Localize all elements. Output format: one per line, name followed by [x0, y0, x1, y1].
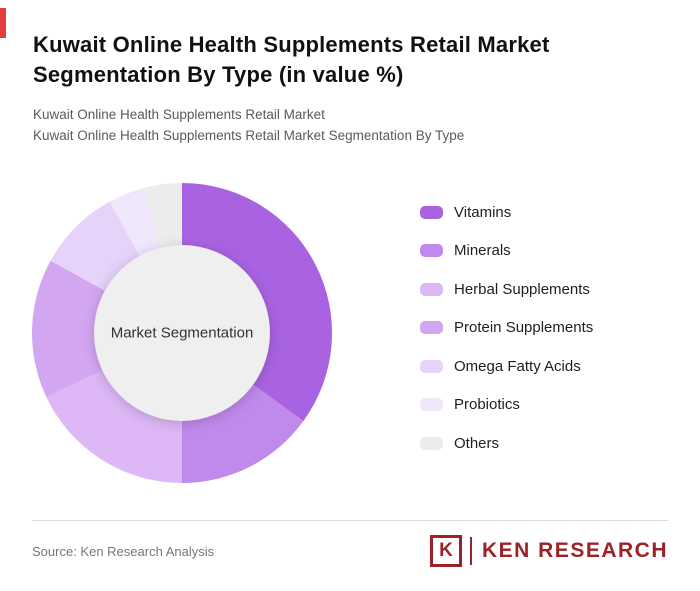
donut-chart: Market Segmentation	[32, 183, 332, 483]
donut-center-label: Market Segmentation	[110, 324, 254, 342]
chart-legend: Vitamins Minerals Herbal Supplements Protei…	[420, 200, 593, 470]
legend-swatch	[420, 359, 443, 373]
accent-bar	[0, 8, 6, 38]
logo-separator	[469, 537, 472, 565]
legend-label: Probiotics	[454, 396, 520, 413]
legend-item: Others	[420, 431, 593, 455]
legend-label: Vitamins	[454, 203, 512, 221]
donut-inner-circle	[94, 245, 270, 421]
chart-area: Market Segmentation Vitamins Minerals Herb…	[0, 178, 700, 488]
page-title: Kuwait Online Health Supplements Retail …	[33, 32, 550, 87]
legend-label: Protein Supplements	[454, 319, 594, 336]
chart-subtitle: Kuwait Online Health Supplements Retail …	[33, 105, 660, 147]
logo-k-icon: K	[429, 535, 462, 567]
footer: Source: Ken Research Analysis K KEN RESE…	[0, 520, 700, 591]
legend-item: Omega Fatty Acids	[420, 354, 593, 378]
subtitle-line-1: Kuwait Online Health Supplements Retail …	[33, 107, 325, 123]
legend-swatch	[420, 321, 443, 334]
legend-item: Minerals	[420, 239, 593, 263]
logo-text: KEN RESEARCH	[481, 539, 668, 562]
logo-letter: K	[439, 540, 453, 561]
legend-item: Probiotics	[420, 393, 593, 417]
subtitle-line-2: Kuwait Online Health Supplements Retail …	[33, 128, 465, 144]
legend-label: Others	[454, 434, 500, 452]
legend-swatch	[420, 282, 443, 296]
legend-item: Protein Supplements	[420, 316, 593, 340]
legend-label: Minerals	[454, 242, 511, 259]
legend-item: Vitamins	[420, 200, 593, 224]
legend-label: Herbal Supplements	[454, 280, 590, 298]
source-note: Source: Ken Research Analysis	[32, 543, 215, 559]
legend-label: Omega Fatty Acids	[454, 357, 581, 375]
legend-swatch	[420, 398, 443, 411]
legend-swatch	[420, 244, 443, 257]
footer-divider	[32, 520, 668, 521]
ken-research-logo: K KEN RESEARCH	[429, 535, 668, 567]
legend-swatch	[420, 436, 443, 450]
legend-item: Herbal Supplements	[420, 277, 593, 301]
donut-svg	[32, 183, 332, 483]
legend-swatch	[420, 205, 443, 219]
